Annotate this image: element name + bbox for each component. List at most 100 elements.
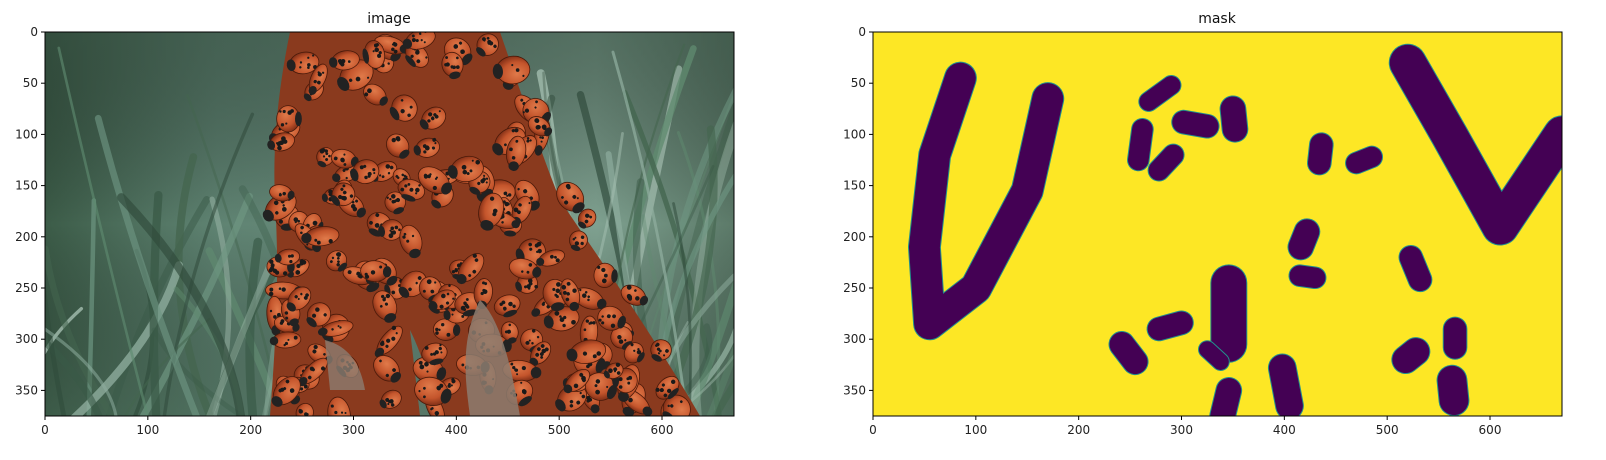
ladybug-spot <box>366 76 370 79</box>
ladybug-spot <box>489 41 494 46</box>
ladybug <box>527 116 553 137</box>
ladybug-spot <box>293 335 298 340</box>
ladybug-spot <box>328 189 333 195</box>
ladybug-spot <box>583 328 587 332</box>
ladybug-spot <box>387 62 390 65</box>
ladybug-spot <box>588 322 591 325</box>
ladybug-spot <box>336 256 340 260</box>
ladybug-spot <box>581 394 586 399</box>
ladybug-spot <box>307 66 310 69</box>
ladybug <box>306 302 332 328</box>
ladybug-spot <box>454 268 458 273</box>
grass-blade <box>45 327 118 416</box>
ladybug <box>298 357 328 387</box>
image-panel: image 0 100 200 300 400 500 600 0 50 100 150 200 250… <box>15 11 735 437</box>
ladybug-head <box>409 248 421 259</box>
ladybug-head <box>271 396 283 407</box>
ladybug-spot <box>584 219 589 224</box>
ladybug-spot <box>626 284 632 290</box>
ladybug-spot <box>517 187 520 191</box>
ladybug-shell <box>364 40 386 69</box>
ladybug <box>295 403 314 416</box>
ladybug-head <box>329 57 338 68</box>
ladybug-spot <box>416 59 421 64</box>
mask-stroke <box>1392 338 1430 374</box>
ladybug-spot <box>503 191 508 196</box>
ladybug <box>325 250 348 272</box>
ladybug-spot <box>528 201 531 205</box>
ladybug-spot <box>544 347 549 352</box>
ladybug-head <box>386 275 398 286</box>
ladybug <box>478 192 504 231</box>
ladybug-spot <box>284 311 289 315</box>
ladybug <box>593 262 618 288</box>
ladybug-spot <box>379 359 382 363</box>
ladybug-spot <box>477 181 481 186</box>
ladybug-head <box>511 220 520 229</box>
ladybug-spot <box>537 248 542 254</box>
ladybug-spot <box>510 362 514 366</box>
ladybug <box>362 40 386 69</box>
ladybug-head <box>443 310 451 321</box>
ladybug-spot <box>359 165 364 170</box>
ladybug-spot <box>386 196 389 199</box>
ladybug-spot <box>535 352 540 357</box>
ladybug-spot <box>572 237 576 241</box>
ladybug-spot <box>289 388 295 393</box>
ladybug-spot <box>295 270 301 275</box>
ladybug <box>399 224 423 259</box>
mask-strokes <box>907 43 1562 416</box>
ladybug-head <box>286 302 296 312</box>
ladybug-spot <box>372 50 375 53</box>
ladybug-spot <box>594 384 598 388</box>
ladybug <box>529 341 552 366</box>
ladybug-spot <box>461 314 465 318</box>
ladybug-spot <box>432 185 437 191</box>
ladybug-spot <box>475 159 481 165</box>
mask-title: mask <box>1198 11 1237 27</box>
ladybug-spot <box>564 200 569 205</box>
ladybug-spot <box>540 344 545 348</box>
ladybug-spot <box>299 66 302 69</box>
grass-blade <box>611 50 688 416</box>
ladybug-head <box>440 388 452 404</box>
ladybug-spot <box>390 226 395 231</box>
ladybug-spot <box>586 214 590 218</box>
ladybug-spot <box>512 365 516 370</box>
ladybug-spot <box>511 156 516 160</box>
ladybug-spot <box>574 236 577 239</box>
ladybug-spot <box>559 317 565 323</box>
y-tick-label: 100 <box>15 127 38 141</box>
ladybug-head <box>337 76 350 91</box>
ladybug-spot <box>506 329 511 334</box>
ladybug-spot <box>501 300 506 305</box>
ladybug-spot <box>445 56 448 59</box>
ladybug-spot <box>438 346 442 351</box>
grass-blade <box>117 193 246 416</box>
ladybug-spot <box>434 281 437 284</box>
ladybug <box>330 182 356 207</box>
ladybug-head <box>569 301 580 311</box>
ladybug-shell <box>289 51 320 75</box>
ladybug-spot <box>357 275 360 278</box>
mask-stroke <box>1128 118 1153 171</box>
ladybug-spot <box>423 150 427 154</box>
ladybug-spot <box>566 185 571 190</box>
ladybug-spot <box>450 384 453 387</box>
ladybug <box>655 375 680 400</box>
ladybug-spot <box>536 335 540 339</box>
ladybug-spot <box>541 124 547 130</box>
ladybug-spot <box>536 250 539 254</box>
ladybug-spot <box>480 178 485 184</box>
ladybug-spot <box>597 265 601 269</box>
ladybug-spot <box>512 304 516 308</box>
ladybug-spot <box>400 99 404 102</box>
ladybug <box>492 55 531 85</box>
ladybug-spot <box>356 271 361 276</box>
ladybug-head <box>515 281 523 292</box>
ladybug-spot <box>555 258 560 263</box>
ladybug-spot <box>556 282 561 287</box>
ladybug-spot <box>342 184 346 188</box>
ladybug-spot <box>626 293 632 299</box>
ladybug-spot <box>298 408 302 412</box>
